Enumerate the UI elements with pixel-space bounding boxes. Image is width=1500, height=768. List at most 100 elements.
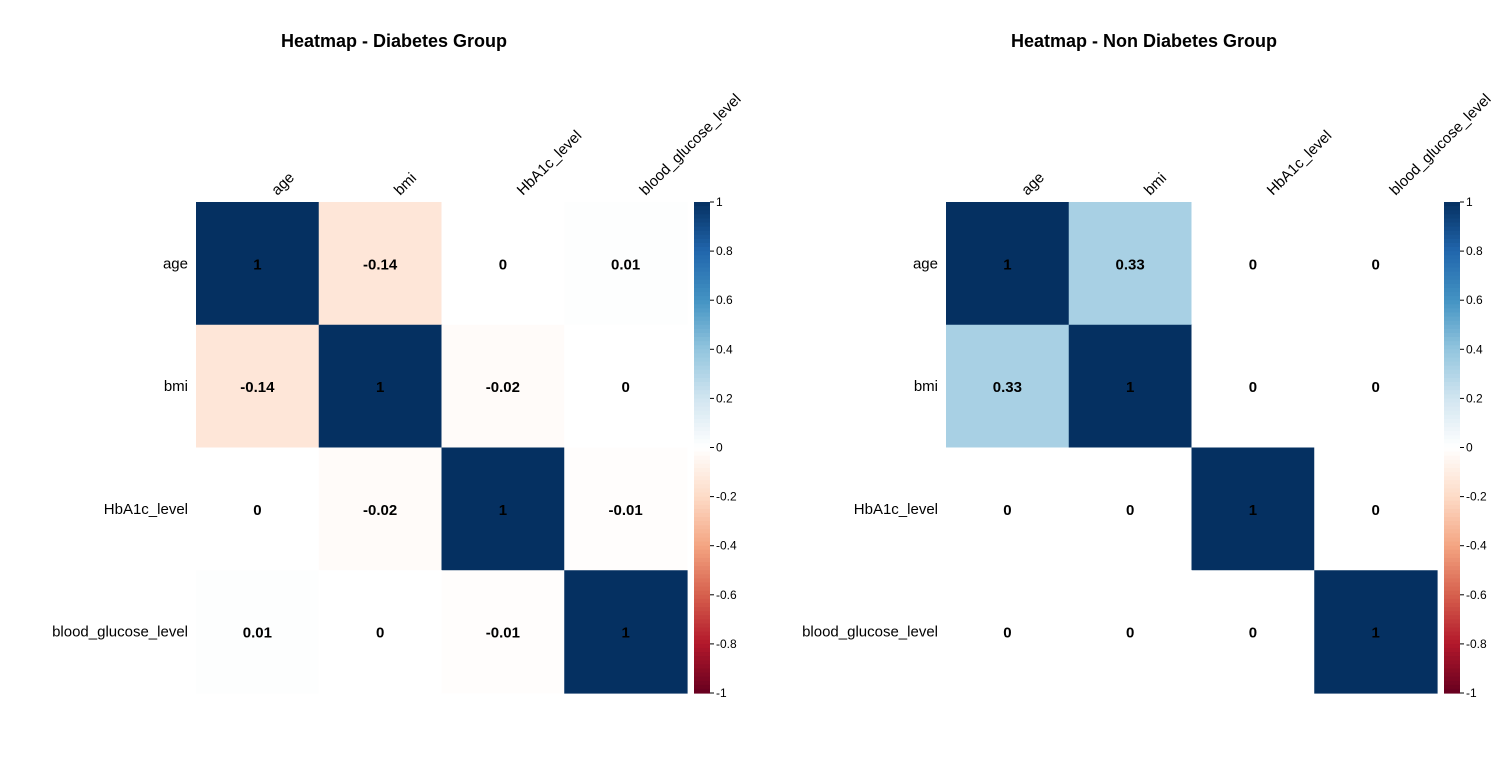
heatmap-cell xyxy=(946,202,1070,326)
color-bar-segment xyxy=(694,672,710,678)
color-bar-tick-label: 0.8 xyxy=(716,244,733,258)
color-bar-segment xyxy=(694,611,710,616)
color-bar-segment xyxy=(694,312,710,318)
color-bar-segment xyxy=(694,222,710,228)
color-bar-segment xyxy=(694,607,710,612)
color-bar-segment xyxy=(1444,656,1460,661)
color-bar-segment xyxy=(1444,578,1460,584)
color-bar-segment xyxy=(1444,521,1460,526)
color-bar-segment xyxy=(1444,300,1460,305)
color-bar-segment xyxy=(694,365,710,371)
color-bar-segment xyxy=(1444,210,1460,215)
color-bar-segment xyxy=(694,382,710,387)
color-bar-segment xyxy=(1444,263,1460,269)
color-bar-segment xyxy=(1444,443,1460,449)
cell-value-label: -0.01 xyxy=(486,625,520,642)
row-label: bmi xyxy=(164,378,188,395)
color-bar-segment xyxy=(694,226,710,232)
color-bar-tick-label: -0.4 xyxy=(716,539,737,553)
row-label: bmi xyxy=(914,378,938,395)
color-bar-segment xyxy=(694,361,710,367)
heatmap-cell xyxy=(441,202,565,326)
color-bar-segment xyxy=(694,369,710,375)
color-bar-segment xyxy=(694,218,710,224)
color-bar-segment xyxy=(1444,328,1460,334)
color-bar-segment xyxy=(694,508,710,514)
color-bar-segment xyxy=(694,377,710,383)
cell-value-label: 0 xyxy=(1126,502,1134,519)
cell-value-label: -0.02 xyxy=(363,502,397,519)
color-bar-segment xyxy=(694,345,710,350)
color-bar-segment xyxy=(1444,545,1460,551)
color-bar-segment xyxy=(1444,226,1460,232)
heatmap-cell xyxy=(1068,447,1193,571)
color-bar-tick-label: 0 xyxy=(1466,441,1473,455)
heatmap-cell xyxy=(1068,324,1193,449)
color-bar-segment xyxy=(1444,316,1460,322)
color-bar-segment xyxy=(694,259,710,264)
color-bar-segment xyxy=(1444,484,1460,490)
color-bar-segment xyxy=(694,406,710,412)
cell-value-label: 0 xyxy=(1126,625,1134,642)
heatmap-cell xyxy=(1068,570,1193,694)
color-bar-segment xyxy=(694,619,710,625)
color-bar-segment xyxy=(1444,500,1460,506)
color-bar-segment xyxy=(694,451,710,457)
cell-value-label: 1 xyxy=(621,625,629,642)
color-bar-segment xyxy=(694,463,710,469)
color-bar-segment xyxy=(694,549,710,555)
chart-title: Heatmap - Non Diabetes Group xyxy=(1011,31,1277,51)
color-bar-segment xyxy=(694,484,710,490)
color-bar-segment xyxy=(1444,414,1460,420)
heatmap-cell xyxy=(564,324,688,449)
color-bar-segment xyxy=(1444,586,1460,592)
cell-value-label: 0.01 xyxy=(611,256,640,273)
color-bar-segment xyxy=(1444,365,1460,371)
color-bar-segment xyxy=(694,688,710,694)
color-bar-segment xyxy=(1444,611,1460,616)
color-bar-tick-label: -1 xyxy=(716,686,727,700)
color-bar-segment xyxy=(1444,517,1460,522)
color-bar-segment xyxy=(694,623,710,629)
color-bar-segment xyxy=(694,402,710,408)
color-bar-tick-label: -1 xyxy=(1466,686,1477,700)
heatmap-cell xyxy=(196,570,320,694)
color-bar-segment xyxy=(1444,341,1460,346)
color-bar-segment xyxy=(694,537,710,543)
color-bar-segment xyxy=(1444,287,1460,293)
color-bar-segment xyxy=(694,202,710,207)
color-bar-tick-label: 0.2 xyxy=(716,391,733,405)
cell-value-label: -0.14 xyxy=(240,379,275,396)
color-bar-segment xyxy=(694,287,710,293)
color-bar-tick-label: -0.8 xyxy=(1466,637,1487,651)
cell-value-label: -0.01 xyxy=(609,502,643,519)
color-bar-segment xyxy=(1444,504,1460,510)
color-bar-segment xyxy=(694,357,710,363)
color-bar-segment xyxy=(1444,406,1460,412)
color-bar-tick-label: 1 xyxy=(716,195,723,209)
color-bar-segment xyxy=(1444,619,1460,625)
color-bar-segment xyxy=(1444,647,1460,653)
color-bar-segment xyxy=(694,676,710,682)
color-bar-segment xyxy=(1444,512,1460,518)
color-bar-tick-label: 0 xyxy=(716,441,723,455)
heatmap-cell xyxy=(946,570,1070,694)
cell-value-label: 0 xyxy=(1371,256,1379,273)
color-bar-segment xyxy=(694,263,710,269)
color-bar-segment xyxy=(694,394,710,399)
color-bar-segment xyxy=(1444,476,1460,481)
color-bar-segment xyxy=(1444,410,1460,416)
color-bar-segment xyxy=(694,337,710,342)
color-bar-segment xyxy=(1444,251,1460,256)
color-bar-segment xyxy=(1444,373,1460,379)
cell-value-label: 0.33 xyxy=(993,379,1022,396)
color-bar-segment xyxy=(1444,447,1460,453)
color-bar-tick-label: 0.6 xyxy=(716,293,733,307)
color-bar-segment xyxy=(1444,259,1460,264)
color-bar-segment xyxy=(694,664,710,670)
color-bar-segment xyxy=(694,206,710,211)
color-bar-segment xyxy=(1444,660,1460,665)
color-bar-segment xyxy=(1444,279,1460,285)
cell-value-label: 1 xyxy=(376,379,384,396)
